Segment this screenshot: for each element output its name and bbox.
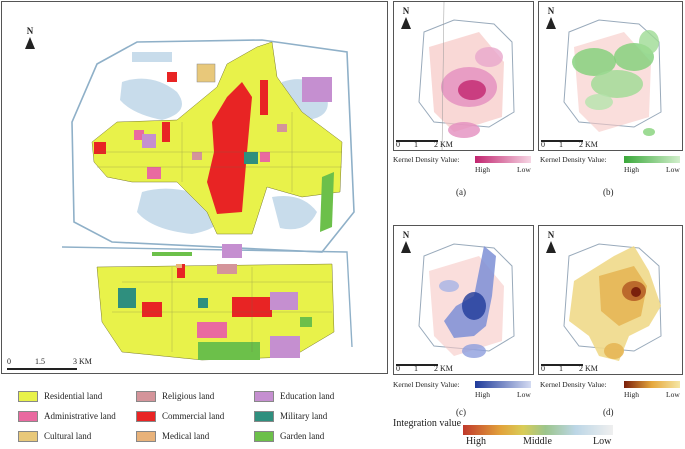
scale-label-1: 1 [559, 364, 563, 373]
north-label: N [547, 6, 555, 16]
panel-c-caption: (c) [456, 407, 466, 417]
kernel-density-panel-c: N 0 1 2 KM [393, 225, 534, 375]
legend-label: Administrative land [44, 411, 116, 421]
legend-label: Commercial land [162, 411, 225, 421]
main-north-arrow: N [22, 26, 38, 49]
scale-label-1: 1 [414, 140, 418, 149]
density-low-label: Low [517, 390, 531, 399]
panel-b-map [563, 19, 662, 136]
scale-label-2: 2 KM [434, 364, 453, 373]
legend-label: Medical land [162, 431, 210, 441]
density-legend-title: Kernel Density Value: [393, 380, 460, 389]
panel-b-north-arrow: N [543, 6, 559, 29]
density-legend-title: Kernel Density Value: [540, 155, 607, 164]
panel-a-north-arrow: N [398, 6, 414, 29]
scale-label-1: 1.5 [35, 357, 45, 366]
north-arrow-icon [401, 241, 411, 253]
density-high-label: High [624, 165, 639, 174]
scale-label-0: 0 [396, 364, 400, 373]
legend-swatch [136, 411, 156, 422]
scale-label-0: 0 [7, 357, 11, 366]
density-low-label: Low [666, 390, 680, 399]
panel-c-map [418, 243, 515, 358]
scale-label-2: 3 KM [73, 357, 92, 366]
scale-label-2: 2 KM [579, 364, 598, 373]
scale-label-2: 2 KM [434, 140, 453, 149]
legend-swatch [136, 391, 156, 402]
legend-label: Education land [280, 391, 335, 401]
integration-legend-title: Integration value [393, 418, 462, 429]
kernel-density-panel-d: N 0 1 2 KM [538, 225, 683, 375]
integration-high-label: High [466, 436, 486, 447]
panel-b-caption: (b) [603, 187, 614, 197]
scale-label-0: 0 [541, 140, 545, 149]
north-label: N [547, 230, 555, 240]
legend-label: Residential land [44, 391, 103, 401]
legend-label: Military land [280, 411, 328, 421]
density-low-label: Low [517, 165, 531, 174]
density-ramp [475, 156, 531, 163]
density-high-label: High [475, 165, 490, 174]
legend-swatch [254, 431, 274, 442]
density-legend-title: Kernel Density Value: [540, 380, 607, 389]
panel-c-density-legend: Kernel Density Value: High Low [393, 380, 534, 402]
panel-d-map [563, 243, 662, 361]
legend-swatch [18, 391, 38, 402]
main-map-graphic [61, 39, 355, 361]
panel-a-caption: (a) [456, 187, 466, 197]
scale-label-0: 0 [396, 140, 400, 149]
north-arrow-icon [401, 17, 411, 29]
north-arrow-icon [546, 17, 556, 29]
scale-label-2: 2 KM [579, 140, 598, 149]
legend-swatch [254, 391, 274, 402]
panel-b-density-legend: Kernel Density Value: High Low [540, 155, 683, 177]
land-use-legend: Residential land Religious land Educatio… [18, 391, 388, 449]
legend-label: Garden land [280, 431, 325, 441]
scale-label-0: 0 [541, 364, 545, 373]
integration-ramp [463, 425, 613, 435]
integration-low-label: Low [593, 436, 612, 447]
density-ramp [624, 381, 680, 388]
density-low-label: Low [666, 165, 680, 174]
legend-label: Cultural land [44, 431, 92, 441]
scale-label-1: 1 [559, 140, 563, 149]
legend-swatch [254, 411, 274, 422]
north-label: N [402, 230, 410, 240]
density-ramp [624, 156, 680, 163]
main-land-use-map: N 0 1.5 3 KM [1, 1, 388, 374]
density-legend-title: Kernel Density Value: [393, 155, 460, 164]
legend-swatch [18, 411, 38, 422]
panel-d-density-legend: Kernel Density Value: High Low [540, 380, 683, 402]
panel-d-caption: (d) [603, 407, 614, 417]
legend-label: Religious land [162, 391, 215, 401]
integration-middle-label: Middle [523, 436, 552, 447]
scale-label-1: 1 [414, 364, 418, 373]
density-ramp [475, 381, 531, 388]
panel-d-north-arrow: N [543, 230, 559, 253]
legend-swatch [136, 431, 156, 442]
legend-swatch [18, 431, 38, 442]
panel-a-density-legend: Kernel Density Value: High Low [393, 155, 534, 177]
panel-a-map [418, 2, 515, 150]
north-arrow-icon [546, 241, 556, 253]
density-high-label: High [475, 390, 490, 399]
north-label: N [402, 6, 410, 16]
panel-c-north-arrow: N [398, 230, 414, 253]
north-label: N [26, 26, 34, 36]
north-arrow-icon [25, 37, 35, 49]
kernel-density-panel-a: N 0 1 2 KM [393, 1, 534, 151]
kernel-density-panel-b: N 0 1 2 KM [538, 1, 683, 151]
density-high-label: High [624, 390, 639, 399]
